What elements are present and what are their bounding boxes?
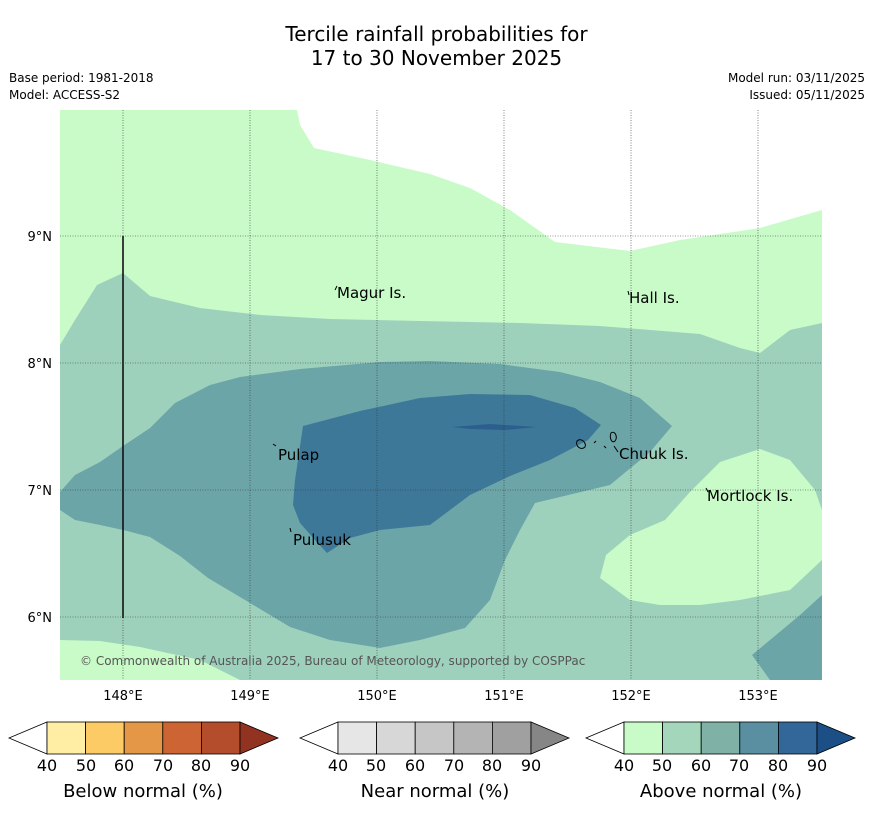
- above-extend-high: [816, 721, 857, 755]
- lat-tick-9: 9°N: [28, 230, 53, 245]
- chuuk-lagoon-shape: [576, 431, 619, 453]
- lon-tick-150: 150°E: [357, 689, 397, 704]
- place-magur: Magur Is.: [337, 284, 406, 302]
- near-swatch-4: [453, 721, 493, 755]
- longitude-axis: 148°E 149°E 150°E 151°E 152°E 153°E: [103, 689, 778, 704]
- hall-island-shape: [627, 290, 630, 296]
- above-swatch-5: [778, 721, 818, 755]
- above-extend-low: [584, 721, 625, 755]
- colorbar-near-normal: [298, 721, 571, 755]
- above-50-island-east: [600, 449, 822, 605]
- near-tick-60: 60: [404, 756, 426, 775]
- near-extend-low: [298, 721, 339, 755]
- below-swatch-5: [200, 721, 241, 755]
- below-tick-60: 60: [113, 756, 135, 775]
- near-swatch-1: [337, 721, 377, 755]
- lat-tick-6: 6°N: [28, 611, 53, 626]
- place-pulap: Pulap: [278, 446, 319, 464]
- below-swatch-1: [46, 721, 86, 755]
- meta-right: Model run: 03/11/2025 Issued: 05/11/2025: [728, 70, 865, 104]
- above-90-region: [452, 424, 537, 430]
- lat-tick-7: 7°N: [28, 484, 53, 499]
- chart-title: Tercile rainfall probabilities for 17 to…: [0, 22, 873, 70]
- above-tick-80: 80: [767, 756, 789, 775]
- meta-left: Base period: 1981-2018 Model: ACCESS-S2: [9, 70, 154, 104]
- lon-tick-151: 151°E: [484, 689, 524, 704]
- below-swatch-4: [162, 721, 202, 755]
- near-tick-40: 40: [327, 756, 349, 775]
- above-tick-60: 60: [690, 756, 712, 775]
- place-pulusuk: Pulusuk: [293, 531, 351, 549]
- above-tick-40: 40: [613, 756, 635, 775]
- above-swatch-4: [739, 721, 779, 755]
- near-swatch-3: [414, 721, 455, 755]
- base-period: Base period: 1981-2018: [9, 71, 154, 85]
- below-tick-40: 40: [36, 756, 58, 775]
- pulusuk-island-shape: [289, 527, 292, 533]
- near-tick-70: 70: [443, 756, 465, 775]
- above-swatch-3: [700, 721, 741, 755]
- model-run: Model run: 03/11/2025: [727, 71, 865, 85]
- above-tick-50: 50: [651, 756, 673, 775]
- above-80-region: [293, 394, 601, 553]
- near-normal-label: Near normal (%): [360, 781, 510, 802]
- near-tick-50: 50: [365, 756, 387, 775]
- lat-tick-8: 8°N: [28, 357, 53, 372]
- below-extend-high: [239, 721, 280, 755]
- probability-map: Magur Is. Hall Is. Pulap Chuuk Is. Mortl…: [60, 110, 822, 680]
- near-tick-90: 90: [520, 756, 542, 775]
- place-hall: Hall Is.: [629, 289, 680, 307]
- copyright-notice: © Commonwealth of Australia 2025, Bureau…: [80, 654, 585, 668]
- latitude-axis: 9°N 8°N 7°N 6°N: [28, 230, 53, 626]
- lon-tick-149: 149°E: [230, 689, 270, 704]
- above-50-strip-south: [60, 640, 240, 680]
- island-outlines: [272, 285, 709, 533]
- below-swatch-2: [85, 721, 125, 755]
- issued-date: Issued: 05/11/2025: [749, 88, 865, 102]
- magur-island-shape: [334, 285, 338, 291]
- near-swatch-2: [376, 721, 416, 755]
- below-tick-80: 80: [190, 756, 212, 775]
- above-swatch-2: [662, 721, 702, 755]
- lon-tick-148: 148°E: [103, 689, 143, 704]
- near-tick-80: 80: [481, 756, 503, 775]
- mortlock-island-shape: [705, 487, 709, 493]
- above-normal-label: Above normal (%): [639, 781, 803, 802]
- below-extend-low: [7, 721, 48, 755]
- below-tick-90: 90: [229, 756, 251, 775]
- lon-tick-153: 153°E: [738, 689, 778, 704]
- place-mortlock: Mortlock Is.: [707, 487, 793, 505]
- above-swatch-1: [623, 721, 663, 755]
- pulap-island-shape: [272, 443, 277, 447]
- lon-tick-152: 152°E: [611, 689, 651, 704]
- model-name: Model: ACCESS-S2: [9, 88, 121, 102]
- near-swatch-5: [491, 721, 532, 755]
- colorbar-above-normal: [584, 721, 857, 755]
- below-normal-label: Below normal (%): [63, 781, 223, 802]
- title-line-1: Tercile rainfall probabilities for: [285, 22, 588, 46]
- below-tick-50: 50: [75, 756, 97, 775]
- below-tick-70: 70: [152, 756, 174, 775]
- gridlines: [60, 110, 822, 680]
- title-line-2: 17 to 30 November 2025: [310, 46, 563, 70]
- colorbar-below-normal: [7, 721, 280, 755]
- below-swatch-3: [123, 721, 164, 755]
- place-chuuk: Chuuk Is.: [619, 445, 688, 463]
- above-tick-90: 90: [806, 756, 828, 775]
- near-extend-high: [530, 721, 571, 755]
- above-tick-70: 70: [728, 756, 750, 775]
- above-70-corner-southeast: [752, 595, 822, 680]
